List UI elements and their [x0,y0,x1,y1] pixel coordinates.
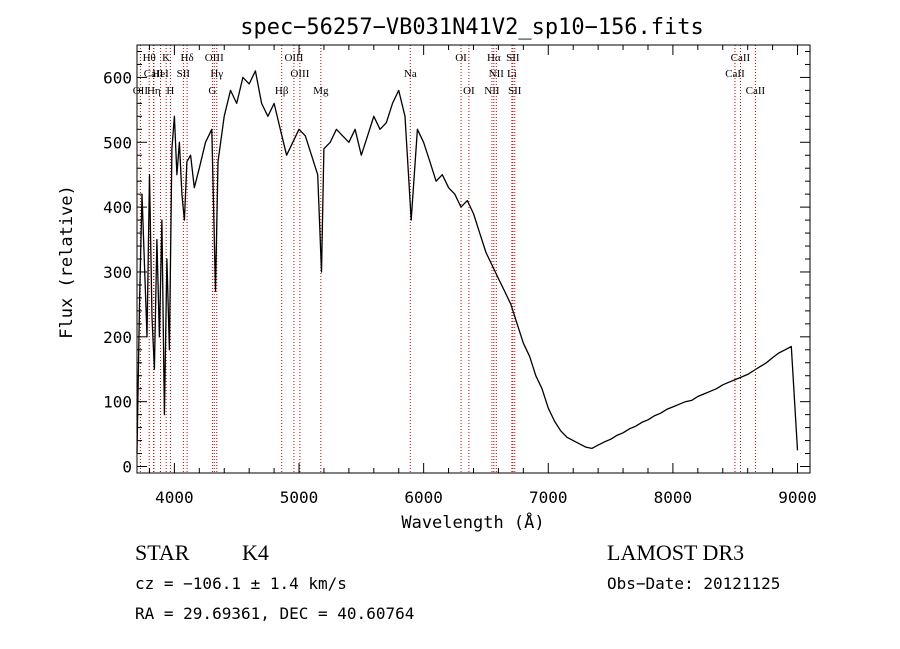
line-label-17: OI [455,52,467,64]
ra-dec-coordinates: RA = 29.69361, DEC = 40.60764 [135,604,415,623]
y-axis-ticks: 0 100 200 300 400 500 600 [103,50,810,477]
line-label-3: Hη [147,85,161,97]
line-label-26: CaII [725,68,745,80]
plot-frame [136,44,811,474]
line-label-1: CaII [144,68,164,80]
line-label-13: OIII [284,52,303,64]
y-tick-label-1: 100 [103,393,132,412]
line-label-19: Hα [487,52,501,64]
survey-name: LAMOST DR3 [607,540,745,565]
flux-series [136,70,799,454]
y-tick-label-6: 600 [103,68,132,87]
line-label-23: Li [507,68,517,80]
flux-line [136,70,799,454]
line-label-5: HeI [152,68,169,80]
x-tick-label-5: 9000 [778,488,817,507]
line-label-21: NII [484,85,500,97]
y-axis-label: Flux (relative) [57,185,77,339]
line-label-24: SII [508,85,522,97]
object-subclass: K4 [242,540,269,565]
line-label-20: NII [489,68,505,80]
x-tick-label-1: 5000 [280,488,319,507]
line-label-27: CaII [746,85,766,97]
chart-title: spec−56257−VB031N41V2_sp10−156.fits [240,15,704,40]
x-axis-label: Wavelength (Å) [401,511,544,533]
line-label-18: OI [463,85,475,97]
line-label-15: Mg [313,85,329,97]
line-label-10: Hγ [210,68,223,80]
line-label-22: SII [506,52,520,64]
line-label-14: OIII [290,68,309,80]
object-class: STAR [135,540,190,565]
line-label-11: G [208,85,216,97]
line-label-7: SII [177,68,191,80]
spectral-line-markers [139,45,756,473]
line-label-8: Hδ [181,52,194,64]
y-tick-label-5: 500 [103,133,132,152]
line-label-16: Na [404,68,417,80]
y-tick-label-2: 200 [103,328,132,347]
x-axis-ticks: 4000 5000 6000 7000 8000 9000 [148,45,817,507]
line-label-25: CaII [731,52,751,64]
line-label-4: K [162,52,170,64]
obs-date: Obs−Date: 20121125 [607,574,781,593]
line-label-9: OIII [205,52,224,64]
line-label-12: Hβ [275,85,289,97]
x-tick-label-0: 4000 [155,488,194,507]
y-tick-label-4: 400 [103,198,132,217]
line-label-0: Hθ [143,52,156,64]
x-tick-label-2: 6000 [404,488,443,507]
x-tick-label-4: 8000 [654,488,693,507]
x-tick-label-3: 7000 [529,488,568,507]
y-tick-label-0: 0 [122,458,132,477]
redshift-value: cz = −106.1 ± 1.4 km/s [135,574,347,593]
y-tick-label-3: 300 [103,263,132,282]
line-label-6: H [166,85,174,97]
